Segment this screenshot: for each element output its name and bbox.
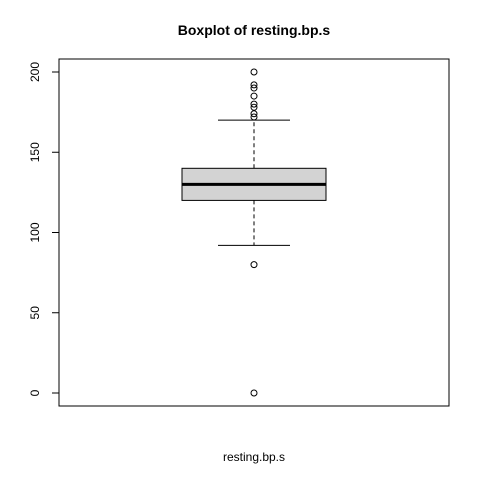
outlier-point [250, 113, 258, 121]
chart-title: Boxplot of resting.bp.s [178, 22, 331, 38]
box-plot-body [181, 68, 327, 397]
outlier-point [250, 68, 258, 76]
y-tick-label: 100 [28, 222, 42, 242]
y-tick-label: 200 [28, 62, 42, 82]
y-axis: 0 50 100 150 200 [28, 62, 60, 396]
outlier-point [250, 92, 258, 100]
y-tick-label: 50 [28, 306, 42, 320]
outlier-point [250, 389, 258, 397]
outlier-point [250, 81, 258, 89]
outlier-point [250, 103, 258, 111]
outlier-point [250, 261, 258, 269]
y-tick-label: 150 [28, 142, 42, 162]
x-axis-label: resting.bp.s [223, 450, 285, 464]
outlier-point [250, 84, 258, 92]
y-tick-label: 0 [28, 389, 42, 396]
outlier-point [250, 100, 258, 108]
